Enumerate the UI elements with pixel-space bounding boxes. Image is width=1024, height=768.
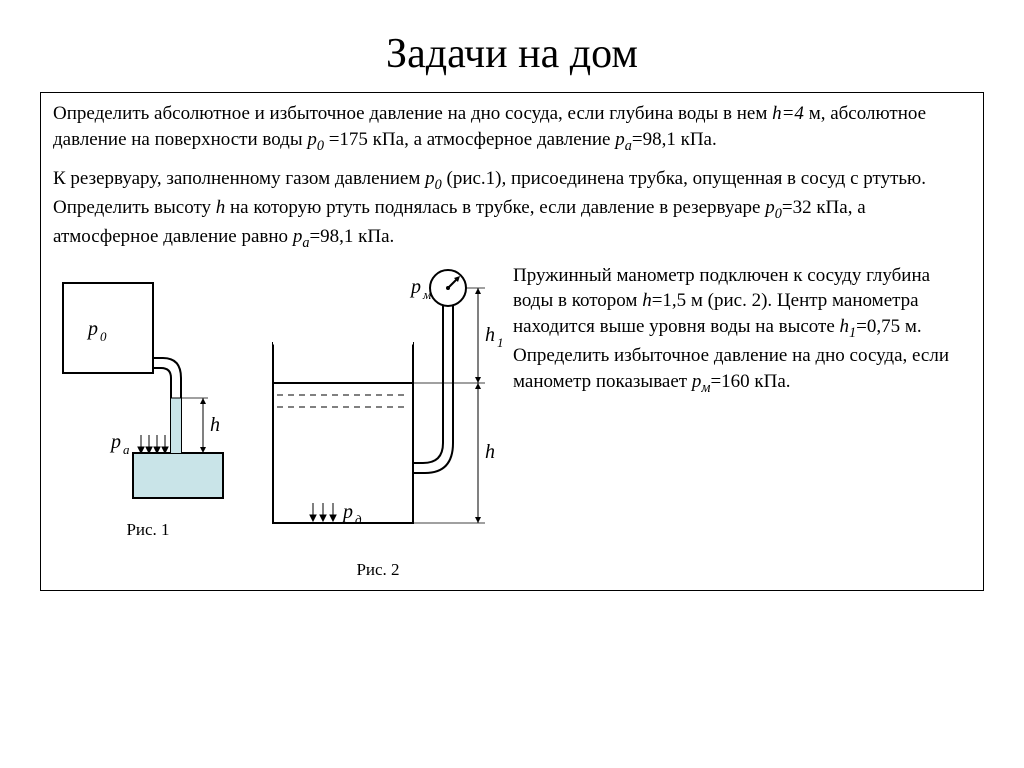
problem-2: К резервуару, заполненному газом давлени… [53,166,971,253]
figure-1: p 0 [53,263,243,582]
svg-text:p: p [409,276,421,298]
svg-text:h: h [210,414,220,436]
svg-text:м: м [422,287,431,302]
svg-text:h: h [485,324,495,346]
svg-text:1: 1 [497,335,503,350]
figure-2-svg: p м h 1 [253,263,503,553]
svg-text:0: 0 [100,329,107,344]
page-title: Задачи на дом [40,30,984,78]
content-box: Определить абсолютное и избыточное давле… [40,92,984,591]
figure-2-caption: Рис. 2 [356,559,399,582]
svg-text:а: а [123,442,130,457]
problem-1: Определить абсолютное и избыточное давле… [53,101,971,156]
figure-2: p м h 1 [253,263,503,582]
problem-3: Пружинный манометр подключен к сосуду гл… [513,263,971,398]
figure-1-caption: Рис. 1 [126,519,169,542]
svg-text:p: p [341,501,353,523]
svg-text:p: p [86,318,98,340]
svg-text:д: д [355,512,362,527]
svg-text:p: p [109,431,121,453]
figure-1-svg: p 0 [53,263,243,513]
svg-text:h: h [485,441,495,463]
